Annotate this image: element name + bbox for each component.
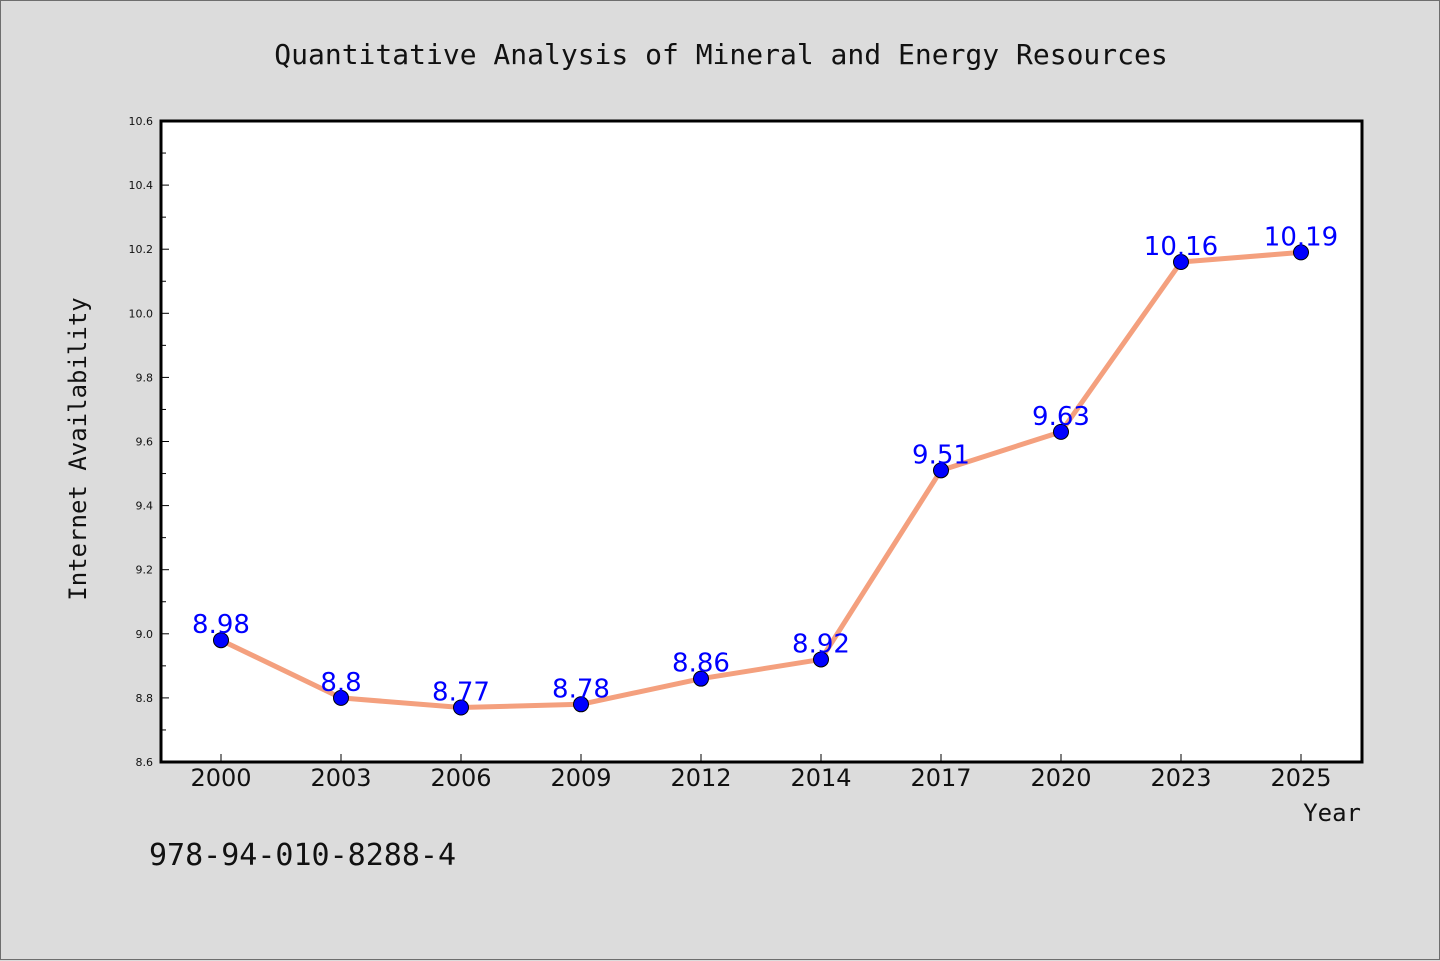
series-line [219,249,1302,711]
data-label: 9.63 [1032,402,1090,432]
y-tick-label: 9.6 [136,436,154,449]
x-tick-label: 2006 [430,764,491,792]
series-line-group [219,249,1302,711]
y-tick-label: 8.6 [136,756,154,769]
data-label: 8.8 [320,668,361,698]
data-labels: 8.98 8.8 8.77 8.78 8.86 8.92 9.51 9.63 10.16 10.1… [192,222,1338,707]
data-markers [213,244,1309,716]
data-point [573,696,589,713]
data-point [1053,423,1069,440]
x-tick-label: 2012 [670,764,731,792]
data-label: 8.78 [552,674,610,704]
data-label: 10.19 [1264,222,1338,252]
y-axis-ticks: 8.6 8.8 9.0 9.2 9.4 9.6 9.8 10.0 10.2 10.4 10.6 [129,115,169,769]
x-tick-label: 2023 [1150,764,1211,792]
data-point [933,462,949,479]
data-label: 8.92 [792,629,850,659]
data-point [1173,254,1189,271]
x-tick-label: 2025 [1270,764,1331,792]
data-point [213,632,229,649]
data-point [333,689,349,706]
y-tick-label: 9.0 [136,628,154,641]
y-tick-label: 9.8 [136,371,154,384]
chart-title: Quantitative Analysis of Mineral and Ene… [274,38,1167,71]
data-point [1293,244,1309,261]
x-tick-label: 2000 [190,764,251,792]
y-tick-label: 9.2 [136,564,154,577]
data-point [813,651,829,668]
x-tick-label: 2009 [550,764,611,792]
data-point [453,699,469,716]
data-label: 8.77 [432,678,490,708]
data-label: 9.51 [912,440,970,470]
plot-area [159,119,1364,764]
data-point [693,670,709,687]
x-tick-label: 2020 [1030,764,1091,792]
x-tick-label: 2014 [790,764,851,792]
data-label: 10.16 [1144,232,1218,262]
y-tick-label: 10.0 [129,307,154,320]
y-tick-label: 10.4 [129,179,154,192]
y-tick-label: 10.6 [129,115,154,128]
y-tick-label: 9.4 [136,500,154,513]
isbn-annotation: 978-94-010-8288-4 [149,838,456,873]
y-axis-label: Internet Availability [64,297,92,600]
x-tick-label: 2003 [310,764,371,792]
x-axis-label: Year [1303,799,1361,827]
x-tick-label: 2017 [910,764,971,792]
x-axis-ticks: 2000 2003 2006 2009 2012 2014 2017 2020 2023 2025 [190,754,1332,792]
y-tick-label: 8.8 [136,692,154,705]
y-tick-label: 10.2 [129,243,154,256]
data-label: 8.86 [672,649,730,679]
data-label: 8.98 [192,610,250,640]
